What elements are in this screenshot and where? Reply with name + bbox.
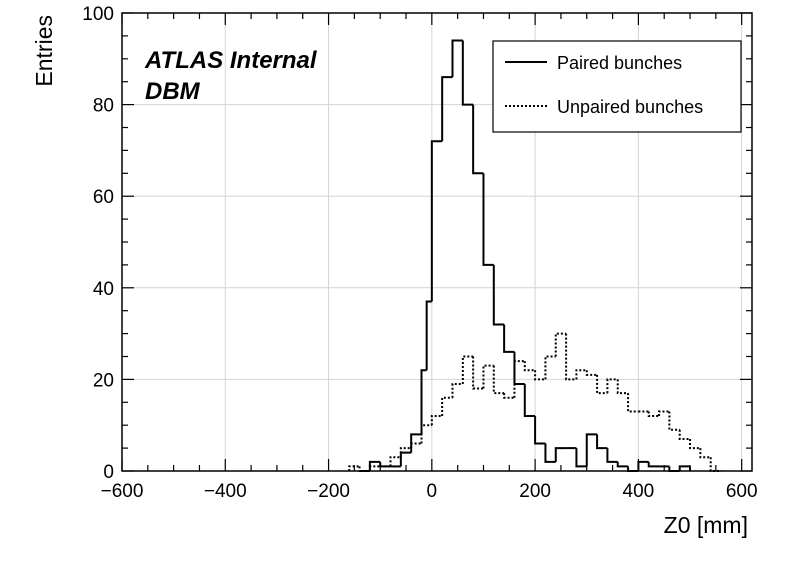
histogram-bin [585, 370, 598, 376]
legend-label-unpaired: Unpaired bunches [557, 97, 703, 117]
histogram-bin [575, 448, 587, 468]
histogram-bin [492, 365, 505, 395]
histogram-bin [554, 447, 567, 462]
histogram-bin [523, 383, 536, 418]
x-tick-label: 0 [427, 481, 438, 502]
histogram-bin [544, 443, 556, 463]
y-axis-title: Entries [31, 15, 57, 87]
histogram-bin [534, 416, 546, 445]
histogram-bin [368, 465, 381, 471]
legend: Paired bunches Unpaired bunches [492, 40, 742, 133]
y-tick-label: 100 [82, 4, 114, 25]
x-tick-label: −400 [204, 481, 247, 502]
histogram-bin [425, 300, 432, 371]
histogram-bin [647, 411, 660, 418]
histogram-bin [606, 448, 618, 463]
y-tick-label: 80 [93, 96, 114, 117]
histogram-bin [451, 382, 463, 398]
histogram-bin [544, 355, 556, 380]
histogram-bin [596, 374, 608, 395]
atlas-label: ATLAS Internal [144, 47, 318, 74]
x-tick-label: 200 [519, 481, 551, 502]
histogram-bin [430, 140, 443, 302]
histogram-bin [658, 410, 670, 417]
histogram-bin [523, 361, 536, 372]
y-tick-label: 20 [93, 370, 114, 391]
histogram-bin [430, 415, 443, 426]
histogram-bin [472, 356, 484, 390]
histogram-bin [472, 104, 484, 175]
histogram-bin [554, 332, 567, 357]
histogram-bin [482, 364, 494, 389]
histogram-bin [616, 379, 629, 395]
histogram-bin [647, 461, 660, 468]
histogram-bin [461, 40, 474, 106]
histogram-bin [606, 378, 618, 394]
histogram-bin [503, 324, 515, 353]
histogram-bin [410, 442, 422, 449]
y-tick-label: 60 [93, 187, 114, 208]
histogram-bin [420, 369, 427, 435]
histogram-bin [689, 438, 701, 450]
histogram-bin [461, 355, 474, 384]
x-tick-label: −600 [101, 481, 144, 502]
histogram-bin [668, 411, 680, 431]
y-tick-label: 0 [103, 462, 114, 483]
x-tick-label: −200 [307, 481, 350, 502]
histogram-bin [678, 429, 691, 440]
x-tick-label: 400 [623, 481, 655, 502]
histogram-bin [492, 264, 505, 326]
histogram-bin [389, 456, 401, 467]
histogram-bin [399, 447, 412, 458]
histogram-bin [627, 393, 639, 413]
y-tick-label: 40 [93, 279, 114, 300]
histogram-bin [616, 461, 629, 468]
histogram-series [348, 39, 722, 472]
histogram-bin [575, 369, 587, 380]
axis-ticks [121, 12, 752, 472]
x-axis-title: Z0 [mm] [664, 512, 748, 538]
histogram-bin [441, 76, 453, 142]
histogram-bin [585, 433, 598, 467]
x-tick-label: 600 [726, 481, 758, 502]
histogram-bin [534, 370, 546, 381]
histogram-bin [513, 360, 525, 398]
histogram-bin [441, 396, 453, 417]
legend-box [492, 40, 742, 133]
histogram-bin [503, 393, 515, 399]
histogram-bin [420, 424, 432, 444]
histogram-bin [451, 39, 463, 78]
histogram-bin [699, 448, 711, 459]
detector-label: DBM [145, 78, 201, 105]
histogram-bin [368, 460, 381, 471]
series-unpaired [348, 332, 722, 472]
histogram-bin [596, 434, 608, 450]
histogram-bin [348, 465, 360, 471]
histogram-bin [678, 465, 691, 471]
histogram-bin [482, 173, 494, 266]
legend-label-paired: Paired bunches [557, 53, 682, 73]
series-paired [359, 39, 692, 472]
histogram-bin [565, 333, 577, 381]
tick-labels: −600 −400 −200 0 200 400 600 0 20 40 60 80 100 [82, 4, 757, 502]
